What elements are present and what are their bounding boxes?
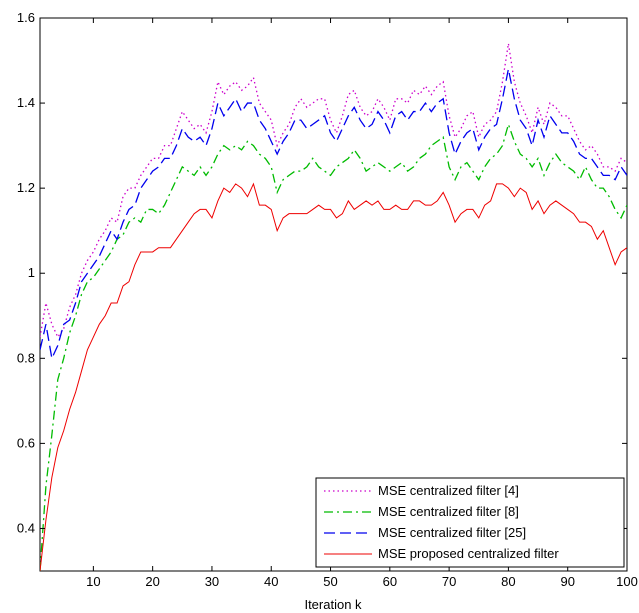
y-tick-label: 1 — [28, 265, 35, 280]
series-line-1 — [40, 43, 627, 339]
y-tick-label: 1.2 — [17, 180, 35, 195]
x-tick-label: 20 — [145, 574, 159, 589]
series-line-2 — [40, 122, 627, 571]
legend-label-3: MSE centralized filter [25] — [378, 525, 526, 540]
y-tick-label: 0.6 — [17, 435, 35, 450]
x-tick-label: 80 — [501, 574, 515, 589]
x-tick-label: 40 — [264, 574, 278, 589]
y-tick-label: 0.4 — [17, 520, 35, 535]
y-tick-label: 1.6 — [17, 10, 35, 25]
x-axis-label: Iteration k — [304, 597, 362, 612]
x-tick-label: 100 — [616, 574, 638, 589]
legend-box — [315, 477, 625, 568]
x-tick-label: 50 — [323, 574, 337, 589]
x-tick-label: 70 — [442, 574, 456, 589]
series-layer — [40, 43, 627, 571]
series-line-4 — [40, 182, 627, 571]
legend-label-1: MSE centralized filter [4] — [378, 483, 519, 498]
legend: MSE centralized filter [4] MSE centralize… — [315, 477, 625, 568]
ticks-layer: 10 20 30 40 50 60 70 80 90 100 0.4 0.6 0.8 1 1.2 1.4 1.6 — [17, 10, 638, 589]
x-tick-label: 90 — [560, 574, 574, 589]
series-line-3 — [40, 68, 627, 361]
x-tick-label: 30 — [205, 574, 219, 589]
x-tick-label: 60 — [383, 574, 397, 589]
y-tick-label: 0.8 — [17, 350, 35, 365]
y-tick-label: 1.4 — [17, 95, 35, 110]
legend-label-2: MSE centralized filter [8] — [378, 504, 519, 519]
x-tick-label: 10 — [86, 574, 100, 589]
legend-label-4: MSE proposed centralized filter — [378, 546, 559, 561]
